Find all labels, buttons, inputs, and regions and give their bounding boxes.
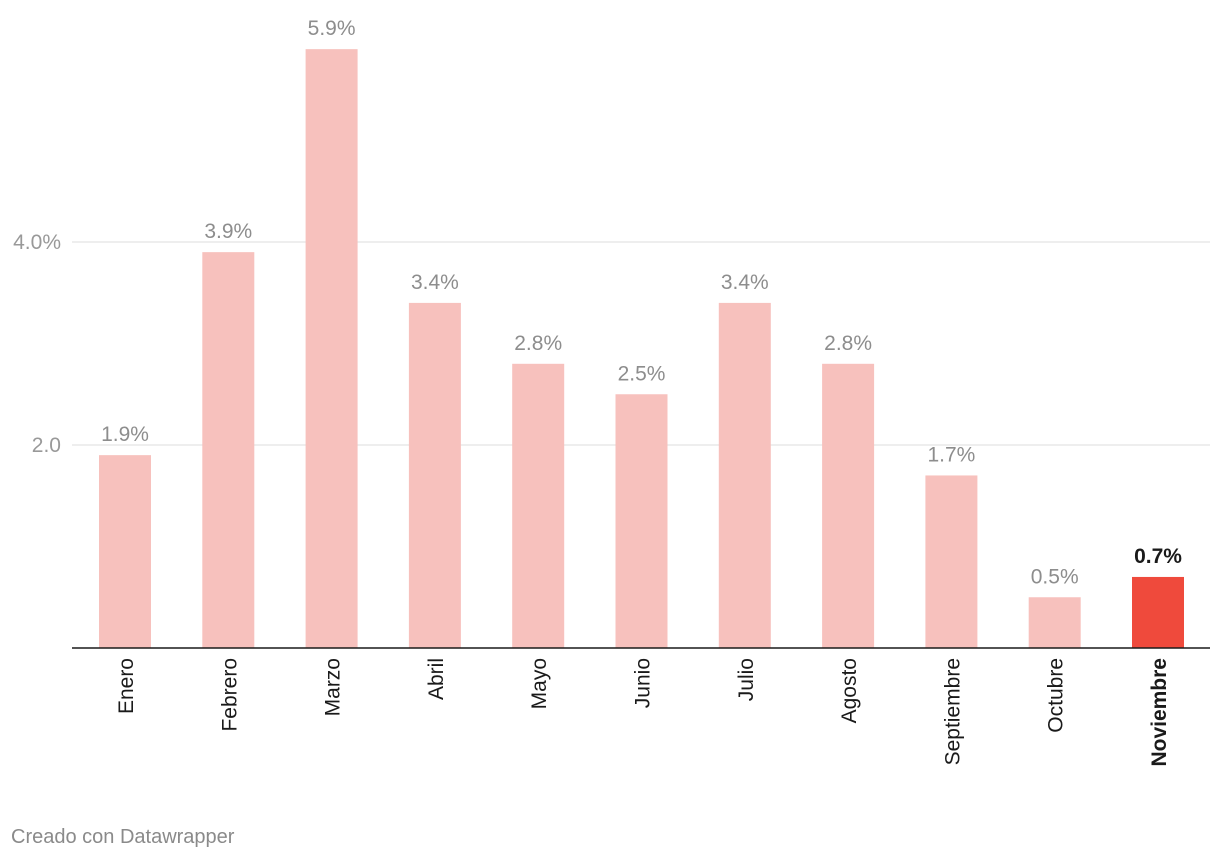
value-label-marzo: 5.9% xyxy=(308,17,356,40)
value-label-octubre: 0.5% xyxy=(1031,565,1079,588)
x-tick-label-noviembre: Noviembre xyxy=(1148,658,1171,767)
bar-julio xyxy=(718,302,771,648)
bar-abril xyxy=(408,302,461,648)
value-label-febrero: 3.9% xyxy=(204,220,252,243)
bar-septiembre xyxy=(925,475,978,648)
x-tick-label-junio: Junio xyxy=(632,658,655,708)
footer-credit: Creado con Datawrapper xyxy=(11,826,235,848)
value-label-enero: 1.9% xyxy=(101,423,149,446)
bar-marzo xyxy=(305,49,358,648)
x-tick-label-octubre: Octubre xyxy=(1045,658,1068,733)
x-tick-label-marzo: Marzo xyxy=(322,658,345,716)
value-label-septiembre: 1.7% xyxy=(927,443,975,466)
x-tick-label-septiembre: Septiembre xyxy=(941,658,964,765)
x-tick-label-mayo: Mayo xyxy=(528,658,551,709)
x-tick-label-abril: Abril xyxy=(425,658,448,700)
bar-febrero xyxy=(202,252,255,648)
value-label-noviembre: 0.7% xyxy=(1134,545,1182,568)
x-tick-label-julio: Julio xyxy=(735,658,758,701)
bar-junio xyxy=(615,394,668,648)
bar-mayo xyxy=(512,363,565,648)
y-axis-tick-labels: 2.0 4.0% xyxy=(13,231,61,457)
value-label-mayo: 2.8% xyxy=(514,332,562,355)
value-label-abril: 3.4% xyxy=(411,271,459,294)
bar-noviembre xyxy=(1132,576,1184,648)
x-axis-category-labels: Enero Febrero Marzo Abril Mayo Junio Julio Agos… xyxy=(115,658,1171,767)
bar-enero xyxy=(99,455,151,648)
value-label-julio: 3.4% xyxy=(721,271,769,294)
x-tick-label-enero: Enero xyxy=(115,658,138,714)
y-tick-label: 4.0% xyxy=(13,231,61,254)
bar-agosto xyxy=(822,363,875,648)
bars xyxy=(99,49,1184,648)
x-tick-label-febrero: Febrero xyxy=(218,658,241,732)
value-labels: 1.9% 3.9% 5.9% 3.4% 2.8% 2.5% 3.4% 2.8% 1.7% 0.5%… xyxy=(101,17,1182,588)
value-label-junio: 2.5% xyxy=(618,362,666,385)
x-tick-label-agosto: Agosto xyxy=(838,658,861,723)
value-label-agosto: 2.8% xyxy=(824,332,872,355)
bar-octubre xyxy=(1028,597,1081,648)
y-tick-label: 2.0 xyxy=(32,434,61,457)
